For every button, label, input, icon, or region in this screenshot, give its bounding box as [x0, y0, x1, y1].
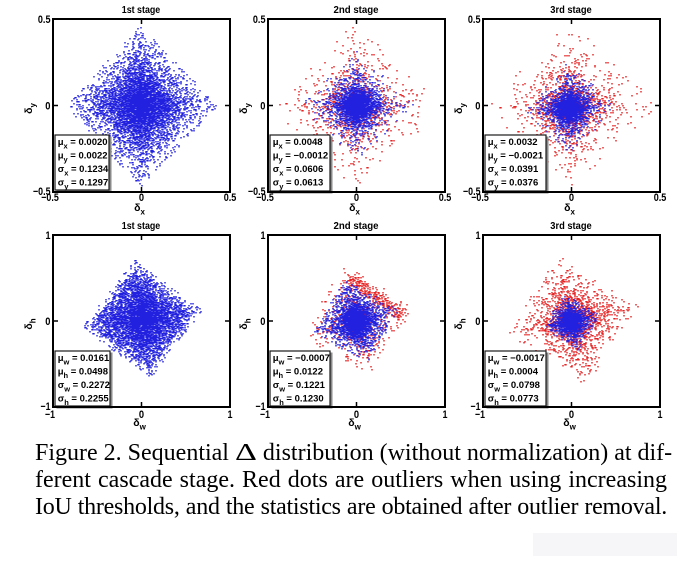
svg-text:−0.5: −0.5	[256, 192, 274, 204]
svg-text:δy: δy	[453, 103, 468, 114]
svg-text:δy: δy	[238, 103, 253, 114]
svg-text:−0.5: −0.5	[41, 192, 59, 204]
svg-text:0.5: 0.5	[439, 192, 452, 204]
svg-text:μw = −0.0017: μw = −0.0017	[488, 353, 545, 367]
svg-text:3rd stage: 3rd stage	[550, 221, 592, 232]
svg-text:1st stage: 1st stage	[122, 5, 161, 16]
svg-text:μh = 0.0498: μh = 0.0498	[58, 367, 108, 381]
svg-text:σh = 0.1230: σh = 0.1230	[273, 393, 324, 407]
svg-text:σw = 0.1221: σw = 0.1221	[273, 380, 326, 394]
svg-text:δy: δy	[23, 103, 38, 114]
svg-text:1: 1	[46, 230, 51, 242]
svg-text:σx = 0.0606: σx = 0.0606	[273, 164, 324, 178]
svg-text:μy = −0.0012: μy = −0.0012	[273, 151, 328, 165]
svg-text:1st stage: 1st stage	[122, 221, 161, 232]
svg-text:1: 1	[476, 230, 481, 242]
svg-text:3rd stage: 3rd stage	[550, 5, 592, 16]
svg-text:0: 0	[354, 192, 359, 204]
svg-text:0: 0	[45, 100, 50, 112]
svg-text:0: 0	[354, 409, 359, 421]
svg-text:δh: δh	[238, 318, 253, 329]
svg-text:σh = 0.2255: σh = 0.2255	[58, 393, 110, 407]
svg-text:μx = 0.0020: μx = 0.0020	[58, 137, 108, 151]
svg-text:0.5: 0.5	[38, 14, 51, 26]
svg-text:0: 0	[475, 316, 480, 328]
svg-text:−0.5: −0.5	[463, 186, 481, 198]
svg-text:0: 0	[260, 100, 265, 112]
svg-text:−1: −1	[256, 401, 266, 413]
svg-text:σx = 0.1234: σx = 0.1234	[58, 164, 109, 178]
svg-text:0.5: 0.5	[468, 14, 481, 26]
svg-text:−1: −1	[45, 409, 55, 421]
svg-text:σy = 0.0376: σy = 0.0376	[488, 177, 539, 191]
svg-text:1: 1	[261, 230, 266, 242]
svg-text:0: 0	[139, 409, 144, 421]
svg-text:−1: −1	[475, 409, 485, 421]
svg-text:σh = 0.0773: σh = 0.0773	[488, 393, 539, 407]
svg-text:σx = 0.0391: σx = 0.0391	[488, 164, 539, 178]
svg-text:−1: −1	[471, 401, 481, 413]
svg-text:−1: −1	[260, 409, 270, 421]
svg-text:δx: δx	[134, 202, 145, 217]
svg-text:2nd stage: 2nd stage	[334, 5, 379, 16]
svg-text:μy = −0.0021: μy = −0.0021	[488, 151, 544, 165]
svg-text:−0.5: −0.5	[33, 186, 51, 198]
svg-text:μw = 0.0161: μw = 0.0161	[58, 353, 110, 367]
svg-text:−0.5: −0.5	[248, 186, 266, 198]
svg-text:δh: δh	[23, 318, 38, 329]
svg-text:1: 1	[658, 409, 663, 421]
svg-text:1: 1	[443, 409, 448, 421]
svg-text:δx: δx	[349, 202, 360, 217]
svg-text:σw = 0.2272: σw = 0.2272	[58, 380, 110, 394]
svg-text:0: 0	[569, 409, 574, 421]
svg-text:1: 1	[228, 409, 233, 421]
svg-text:−0.5: −0.5	[471, 192, 489, 204]
svg-text:2nd stage: 2nd stage	[334, 221, 379, 232]
svg-text:δh: δh	[453, 318, 468, 329]
svg-text:0.5: 0.5	[224, 192, 237, 204]
svg-text:0: 0	[45, 316, 50, 328]
svg-text:μx = 0.0048: μx = 0.0048	[273, 137, 323, 151]
svg-text:−1: −1	[41, 401, 51, 413]
svg-text:0.5: 0.5	[654, 192, 667, 204]
svg-text:0.5: 0.5	[253, 14, 266, 26]
svg-text:μh = 0.0004: μh = 0.0004	[488, 367, 539, 381]
svg-text:μh = 0.0122: μh = 0.0122	[273, 367, 323, 381]
svg-text:μw = −0.0007: μw = −0.0007	[273, 353, 330, 367]
svg-text:σy = 0.1297: σy = 0.1297	[58, 177, 109, 191]
svg-text:μy = 0.0022: μy = 0.0022	[58, 151, 108, 165]
svg-text:0: 0	[260, 316, 265, 328]
svg-text:0: 0	[139, 192, 144, 204]
svg-text:σy = 0.0613: σy = 0.0613	[273, 177, 324, 191]
svg-text:0: 0	[569, 192, 574, 204]
svg-text:μx = 0.0032: μx = 0.0032	[488, 137, 538, 151]
svg-text:0: 0	[475, 100, 480, 112]
svg-text:σw = 0.0798: σw = 0.0798	[488, 380, 540, 394]
svg-text:δx: δx	[564, 202, 575, 217]
